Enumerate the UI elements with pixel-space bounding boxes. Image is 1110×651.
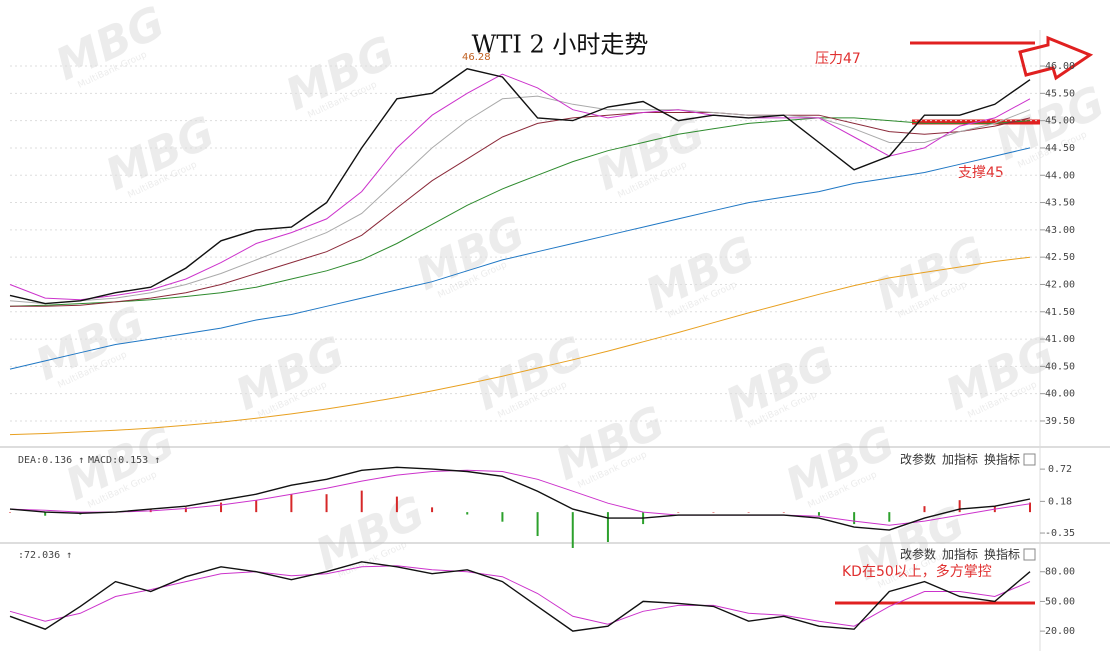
y-tick-label: 43.00 (1045, 225, 1075, 236)
macd-bar (44, 512, 47, 516)
series-line (9, 466, 1031, 531)
series-line (9, 561, 1031, 632)
y-tick-label: 43.50 (1045, 198, 1075, 209)
y-tick-label: 50.00 (1045, 596, 1075, 607)
macd-bar (360, 490, 363, 513)
macd-bar (431, 507, 434, 513)
y-tick-label: 39.50 (1045, 416, 1075, 427)
indicator-label: DEA:0.136 ↑ (18, 455, 84, 466)
y-tick-label: 45.50 (1045, 88, 1075, 99)
chart-title: WTI 2 小时走势 (472, 31, 649, 59)
macd-bar (606, 512, 609, 542)
y-tick-label: 80.00 (1045, 567, 1075, 578)
macd-bar (255, 500, 258, 513)
macd-bar (817, 512, 820, 516)
series-line (9, 117, 1031, 307)
macd-bar (395, 496, 398, 513)
y-tick-label: 44.00 (1045, 170, 1075, 181)
arrow (1018, 35, 1094, 81)
y-tick-label: 40.00 (1045, 389, 1075, 400)
macd-bar (712, 512, 715, 513)
macd-bar (1029, 502, 1031, 513)
annotation: 支撑45 (958, 165, 1004, 181)
y-tick-label: 42.00 (1045, 279, 1075, 290)
y-tick-label: 45.00 (1045, 116, 1075, 127)
series-line (9, 256, 1031, 436)
y-tick-label: 0.18 (1048, 496, 1072, 507)
y-tick-label: 41.50 (1045, 307, 1075, 318)
macd-bar (290, 494, 293, 513)
watermark: MBG (48, 0, 172, 91)
y-tick-label: 20.00 (1045, 626, 1075, 637)
series-line (9, 147, 1031, 370)
series-line (9, 73, 1031, 301)
indicator-button[interactable]: 改参数 (900, 547, 936, 562)
macd-bar (220, 502, 223, 513)
y-tick-label: -0.35 (1045, 528, 1075, 539)
indicator-button[interactable]: 加指标 (942, 452, 978, 467)
macd-bar (923, 506, 926, 513)
macd-bar (747, 512, 750, 513)
macd-bar (325, 494, 328, 513)
y-tick-label: 0.72 (1048, 464, 1072, 475)
y-tick-label: 44.50 (1045, 143, 1075, 154)
close-button[interactable] (1023, 453, 1036, 466)
y-tick-label: 46.00 (1045, 61, 1075, 72)
macd-bar (853, 512, 856, 525)
macd-bar (958, 500, 961, 513)
macd-bar (571, 512, 574, 548)
macd-bar (677, 512, 680, 513)
indicator-button[interactable]: 加指标 (942, 547, 978, 562)
macd-bar (149, 508, 152, 513)
macd-bar (184, 507, 187, 513)
series-line (9, 68, 1031, 305)
indicator-button[interactable]: 改参数 (900, 452, 936, 467)
y-tick-label: 41.00 (1045, 334, 1075, 345)
y-tick-label: 42.50 (1045, 252, 1075, 263)
indicator-label: :72.036 ↑ (18, 550, 72, 561)
macd-bar (536, 512, 539, 537)
close-button[interactable] (1023, 548, 1036, 561)
indicator-button[interactable]: 换指标 (984, 547, 1020, 562)
macd-bar (888, 512, 891, 522)
annotation: KD在50以上，多方掌控 (842, 563, 992, 580)
macd-bar (782, 512, 785, 513)
macd-bar (9, 512, 11, 513)
high-label: 46.28 (462, 52, 491, 63)
series-line (9, 469, 1031, 526)
indicator-label: MACD:0.153 ↑ (88, 455, 160, 466)
series-line (10, 112, 1031, 307)
y-tick-label: 40.50 (1045, 361, 1075, 372)
macd-bar (466, 512, 469, 515)
macd-bar (501, 512, 504, 522)
indicator-button[interactable]: 换指标 (984, 452, 1020, 467)
annotation: 压力47 (815, 51, 861, 67)
